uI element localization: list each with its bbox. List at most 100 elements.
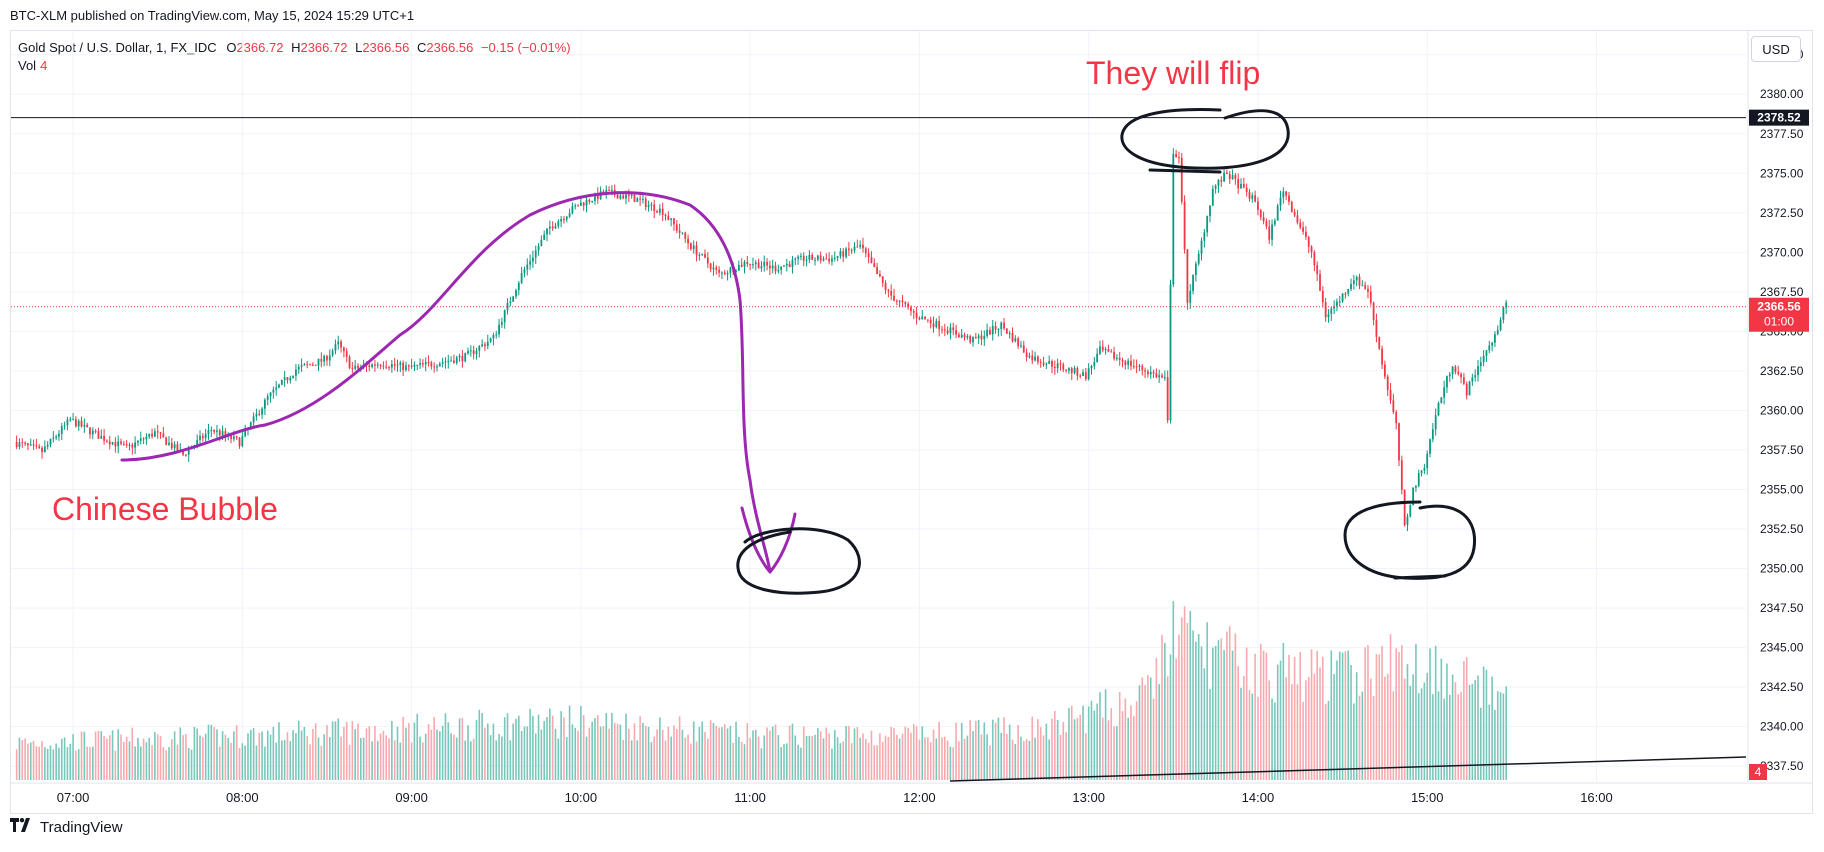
price-axis[interactable]: 2382.502380.002377.502375.002372.502370.… [1747, 31, 1809, 782]
volume-bar [523, 726, 526, 780]
volume-bar [853, 728, 856, 780]
volume-bar [1285, 677, 1287, 780]
volume-bar [486, 723, 489, 780]
volume-bar [345, 721, 348, 780]
candle-body [1316, 265, 1319, 275]
volume-bar [159, 736, 162, 780]
candle-body [407, 365, 410, 367]
candle-body [453, 360, 455, 363]
candle-body [111, 442, 114, 445]
volume-bar [512, 723, 514, 780]
volume-bar [413, 722, 416, 780]
candle-body [1426, 453, 1429, 469]
volume-bar [100, 731, 103, 780]
candle-body [1228, 174, 1231, 179]
volume-bar [1133, 716, 1135, 780]
candle-body [1031, 355, 1034, 361]
candle-body [1226, 172, 1228, 175]
volume-bar [1228, 626, 1231, 780]
volume-bar [151, 745, 153, 780]
time-tick-label: 15:00 [1411, 790, 1444, 805]
volume-bar [896, 734, 898, 780]
candle-body [715, 267, 718, 270]
volume-bar [780, 746, 782, 780]
volume-bar [1065, 732, 1067, 780]
candle-body [303, 364, 306, 366]
volume-bar [670, 736, 672, 780]
candle-body [884, 282, 887, 291]
candle-body [317, 358, 320, 366]
volume-bar [1056, 720, 1059, 780]
volume-bar [752, 730, 754, 780]
candle-body [881, 276, 884, 283]
volume-bar [1045, 723, 1048, 780]
volume-bar [1395, 648, 1397, 780]
volume-bar [501, 736, 503, 780]
volume-bar [419, 736, 421, 780]
volume-bar [1008, 724, 1011, 780]
time-axis[interactable]: 07:00 08:00 09:00 10:00 11:00 12:00 13:00 14:00… [11, 782, 1812, 805]
candle-body [879, 274, 881, 277]
candle-body [568, 213, 571, 217]
volume-bar [608, 728, 610, 780]
tradingview-logo-icon [10, 818, 34, 836]
volume-bar [636, 740, 639, 780]
volume-bar [1310, 649, 1313, 780]
candle-body [252, 416, 255, 423]
candle-body [314, 364, 317, 366]
candle-body [41, 447, 43, 453]
time-tick-label: 10:00 [565, 790, 598, 805]
volume-bar [661, 729, 664, 780]
volume-bar [966, 735, 969, 780]
candle-body [627, 194, 630, 196]
currency-button[interactable]: USD [1751, 36, 1801, 62]
candle-body [1141, 365, 1144, 371]
volume-bar [619, 724, 622, 780]
candle-body [642, 198, 644, 200]
candle-body [1158, 375, 1161, 378]
volume-bar [1358, 695, 1361, 780]
symbol-name[interactable]: Gold Spot / U.S. Dollar, 1, FX_IDC [18, 40, 217, 55]
volume-bar [958, 741, 960, 780]
volume-bar [735, 721, 737, 780]
candle-body [97, 431, 100, 439]
volume-bar [1307, 676, 1310, 780]
volume-bar [187, 748, 190, 780]
volume-bar [879, 733, 881, 780]
candle-body [1180, 157, 1183, 202]
volume-bar [924, 737, 926, 780]
candle-body [1257, 201, 1259, 211]
candle-body [658, 208, 661, 213]
volume-bar [1257, 696, 1259, 780]
candle-body [924, 316, 926, 320]
candle-body [864, 248, 867, 254]
volume-bar [1336, 660, 1338, 780]
candle-body [1412, 487, 1415, 506]
price-tick-label: 2342.50 [1760, 680, 1804, 694]
volume-bar [343, 726, 345, 780]
volume-bar [833, 730, 836, 780]
volume-bar [605, 713, 608, 780]
candle-body [1025, 352, 1028, 358]
volume-bar [1212, 647, 1214, 780]
low-value: 2366.56 [362, 40, 410, 55]
candle-body [737, 264, 740, 271]
candle-body [35, 445, 38, 447]
candle-body [735, 270, 737, 273]
candle-body [433, 366, 436, 368]
candle-body [1099, 346, 1101, 354]
candle-body [1299, 222, 1302, 228]
candle-body [1293, 211, 1296, 216]
volume-bar [1116, 726, 1118, 780]
candle-body [805, 259, 808, 261]
candle-body [438, 363, 441, 367]
volume-bar [18, 737, 21, 780]
candle-body [1482, 356, 1485, 363]
candle-body [1276, 205, 1279, 221]
candle-body [447, 360, 450, 362]
volume-bar [1059, 734, 1062, 780]
change-value: −0.15 (−0.01%) [480, 40, 571, 55]
candle-body [726, 272, 729, 275]
volume-bar [1355, 672, 1358, 780]
